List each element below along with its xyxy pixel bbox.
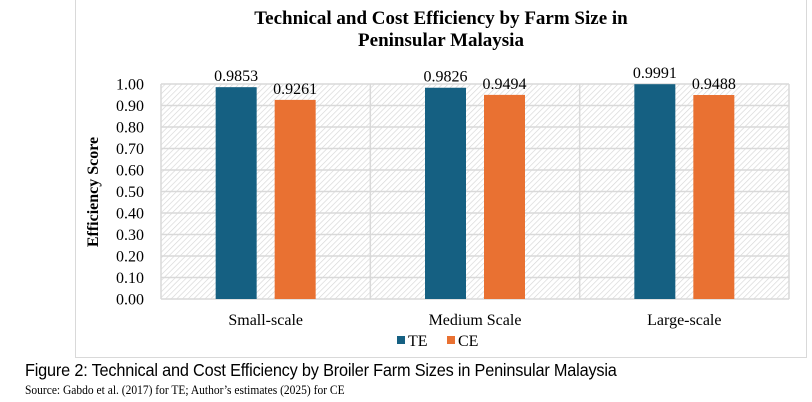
y-tick-label: 0.60 <box>116 163 144 180</box>
data-label: 0.9826 <box>424 69 468 86</box>
y-tick-label: 0.30 <box>116 227 144 244</box>
bar-te <box>634 84 676 299</box>
data-label: 0.9488 <box>692 76 736 93</box>
y-tick-label: 0.50 <box>116 184 144 201</box>
y-tick-label: 1.00 <box>116 77 144 94</box>
x-tick-label: Medium Scale <box>429 312 522 329</box>
x-tick-label: Small-scale <box>228 312 303 329</box>
y-tick-label: 0.80 <box>116 120 144 137</box>
bar-te <box>425 87 466 299</box>
legend: TE CE <box>397 333 478 350</box>
data-label: 0.9991 <box>633 65 677 82</box>
y-tick-label: 0.90 <box>116 98 144 115</box>
y-tick-label: 0.10 <box>116 270 144 287</box>
legend-label-ce: CE <box>458 333 478 350</box>
source-note: Source: Gabdo et al. (2017) for TE; Auth… <box>25 383 345 397</box>
data-label: 0.9494 <box>483 76 527 93</box>
y-axis-label: Efficiency Score <box>85 137 102 247</box>
legend-label-te: TE <box>408 333 428 350</box>
y-tick-label: 0.20 <box>116 249 144 266</box>
legend-swatch-te <box>397 336 405 344</box>
y-tick-label: 0.40 <box>116 206 144 223</box>
data-label: 0.9261 <box>273 81 317 98</box>
bar-ce <box>693 95 735 300</box>
legend-swatch-ce <box>447 336 455 344</box>
chart-title-line-2: Peninsular Malaysia <box>358 30 524 51</box>
bar-ce <box>274 99 316 300</box>
x-tick-label: Large-scale <box>647 312 721 329</box>
chart-title-line-1: Technical and Cost Efficiency by Farm Si… <box>254 8 628 29</box>
figure-caption: Figure 2: Technical and Cost Efficiency … <box>25 360 617 380</box>
bar-chart: Technical and Cost Efficiency by Farm Si… <box>85 8 790 350</box>
y-tick-label: 0.00 <box>116 292 144 309</box>
y-tick-label: 0.70 <box>116 141 144 158</box>
data-label: 0.9853 <box>214 68 258 85</box>
bar-ce <box>484 94 525 299</box>
bar-te <box>215 87 257 300</box>
